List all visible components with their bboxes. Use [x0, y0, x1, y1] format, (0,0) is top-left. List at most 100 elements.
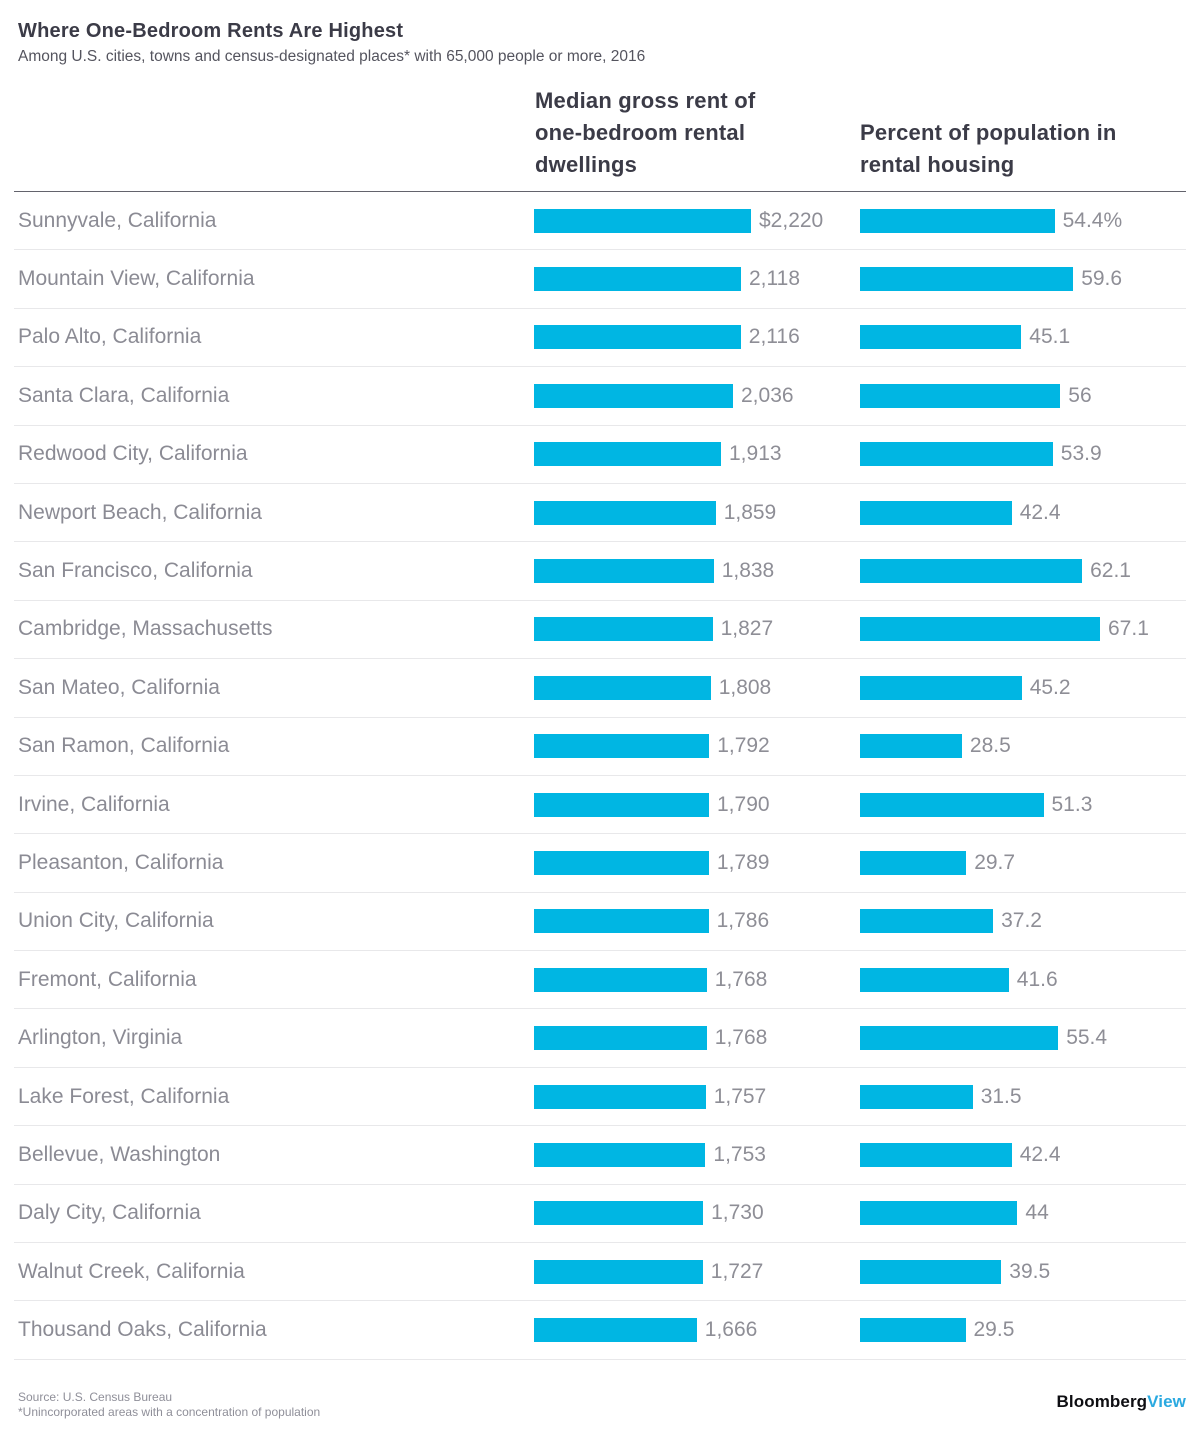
percent-bar — [860, 1318, 966, 1343]
rent-value: 2,116 — [748, 325, 800, 349]
rent-value: $2,220 — [759, 208, 824, 232]
rent-bar — [534, 1201, 704, 1226]
rent-value: 1,727 — [710, 1259, 764, 1283]
city-label: Lake Forest, California — [18, 1084, 230, 1108]
percent-bar — [860, 967, 1009, 992]
page-title: Where One-Bedroom Rents Are Highest — [18, 20, 404, 42]
city-label: San Francisco, California — [18, 559, 253, 583]
rent-bar — [534, 617, 713, 642]
percent-cell: 31.5 — [860, 1084, 1186, 1109]
rent-bar — [534, 967, 707, 992]
percent-value: 62.1 — [1090, 559, 1131, 583]
percent-bar — [860, 500, 1012, 525]
city-label: Walnut Creek, California — [18, 1259, 245, 1283]
table-row: Union City, California 1,786 37.2 — [14, 893, 1186, 952]
rent-bar — [534, 383, 733, 408]
table-row: San Ramon, California 1,792 28.5 — [14, 718, 1186, 776]
rent-value: 1,790 — [717, 792, 770, 816]
percent-value: 59.6 — [1081, 267, 1123, 291]
rent-cell: 1,790 — [534, 792, 860, 817]
rent-value: 1,789 — [716, 850, 770, 874]
percent-cell: 59.6 — [860, 267, 1186, 292]
city-label: Daly City, California — [18, 1201, 201, 1225]
rent-cell: 1,753 — [534, 1142, 860, 1167]
city-label: Redwood City, California — [18, 442, 248, 466]
city-label: Union City, California — [18, 909, 214, 933]
table-row: Daly City, California 1,730 44 — [14, 1185, 1186, 1244]
table-row: Lake Forest, California 1,757 31.5 — [14, 1068, 1186, 1127]
percent-bar — [860, 909, 994, 934]
table-row: Bellevue, Washington 1,753 42.4 — [14, 1126, 1186, 1185]
percent-value: 31.5 — [980, 1084, 1022, 1108]
rent-value: 2,036 — [741, 383, 794, 407]
table-row: San Francisco, California 1,838 62.1 — [14, 542, 1186, 601]
rent-cell: 1,730 — [534, 1201, 860, 1226]
rent-value: 1,730 — [711, 1201, 764, 1225]
rent-cell: 1,666 — [534, 1318, 860, 1343]
rent-cell: 1,827 — [534, 617, 860, 642]
rent-cell: 1,808 — [534, 675, 860, 700]
percent-bar — [860, 1084, 973, 1109]
rent-value: 1,666 — [704, 1318, 758, 1342]
rent-cell: 1,838 — [534, 559, 860, 584]
rent-cell: 1,792 — [534, 734, 860, 759]
percent-bar — [860, 383, 1061, 408]
percent-bar — [860, 1201, 1018, 1226]
percent-value: 56 — [1068, 383, 1092, 407]
footnote-text: *Unincorporated areas with a concentrati… — [18, 1404, 321, 1419]
percent-bar — [860, 442, 1053, 467]
percent-cell: 56 — [860, 383, 1186, 408]
percent-cell: 55.4 — [860, 1026, 1186, 1051]
percent-value: 53.9 — [1060, 442, 1102, 466]
rent-value: 1,827 — [720, 617, 774, 641]
rent-cell: 2,118 — [534, 267, 860, 292]
percent-cell: 28.5 — [860, 734, 1186, 759]
rent-bar — [534, 442, 721, 467]
percent-bar — [860, 325, 1022, 350]
city-label: San Mateo, California — [18, 675, 220, 699]
rent-bar — [534, 325, 741, 350]
rent-cell: 2,036 — [534, 383, 860, 408]
logo-view: View — [1147, 1391, 1186, 1411]
percent-value: 67.1 — [1108, 617, 1149, 641]
logo-bloomberg: Bloomberg — [1056, 1391, 1148, 1411]
city-label: Sunnyvale, California — [18, 208, 217, 232]
percent-bar — [860, 208, 1055, 233]
page-subtitle: Among U.S. cities, towns and census-desi… — [18, 48, 646, 65]
rent-value: 1,838 — [721, 559, 775, 583]
rent-cell: 1,768 — [534, 1026, 860, 1051]
percent-cell: 45.2 — [860, 675, 1186, 700]
table-row: Sunnyvale, California $2,220 54.4% — [14, 192, 1186, 251]
city-label: Arlington, Virginia — [18, 1026, 183, 1050]
rent-value: 2,118 — [749, 267, 800, 291]
percent-cell: 54.4% — [860, 208, 1186, 233]
rent-value: 1,859 — [723, 500, 777, 524]
percent-cell: 42.4 — [860, 1142, 1186, 1167]
percent-value: 45.1 — [1029, 325, 1071, 349]
percent-bar — [860, 617, 1100, 642]
rent-cell: 1,786 — [534, 909, 860, 934]
percent-cell: 29.5 — [860, 1318, 1186, 1343]
percent-cell: 29.7 — [860, 850, 1186, 875]
rent-value: 1,753 — [713, 1142, 766, 1166]
rent-cell: 1,757 — [534, 1084, 860, 1109]
rent-bar — [534, 559, 714, 584]
percent-cell: 41.6 — [860, 967, 1186, 992]
percent-value: 44 — [1025, 1201, 1049, 1225]
percent-bar — [860, 1142, 1012, 1167]
rent-cell: 1,789 — [534, 850, 860, 875]
percent-bar — [860, 675, 1022, 700]
percent-bar — [860, 267, 1074, 292]
percent-value: 55.4 — [1066, 1026, 1108, 1050]
rent-value: 1,792 — [717, 734, 770, 758]
percent-bar — [860, 734, 962, 759]
percent-bar — [860, 792, 1044, 817]
rent-bar — [534, 1026, 707, 1051]
percent-value: 28.5 — [969, 734, 1011, 758]
rent-cell: $2,220 — [534, 208, 860, 233]
percent-cell: 44 — [860, 1201, 1186, 1226]
percent-cell: 42.4 — [860, 500, 1186, 525]
percent-bar — [860, 1259, 1002, 1284]
rent-bar — [534, 208, 751, 233]
